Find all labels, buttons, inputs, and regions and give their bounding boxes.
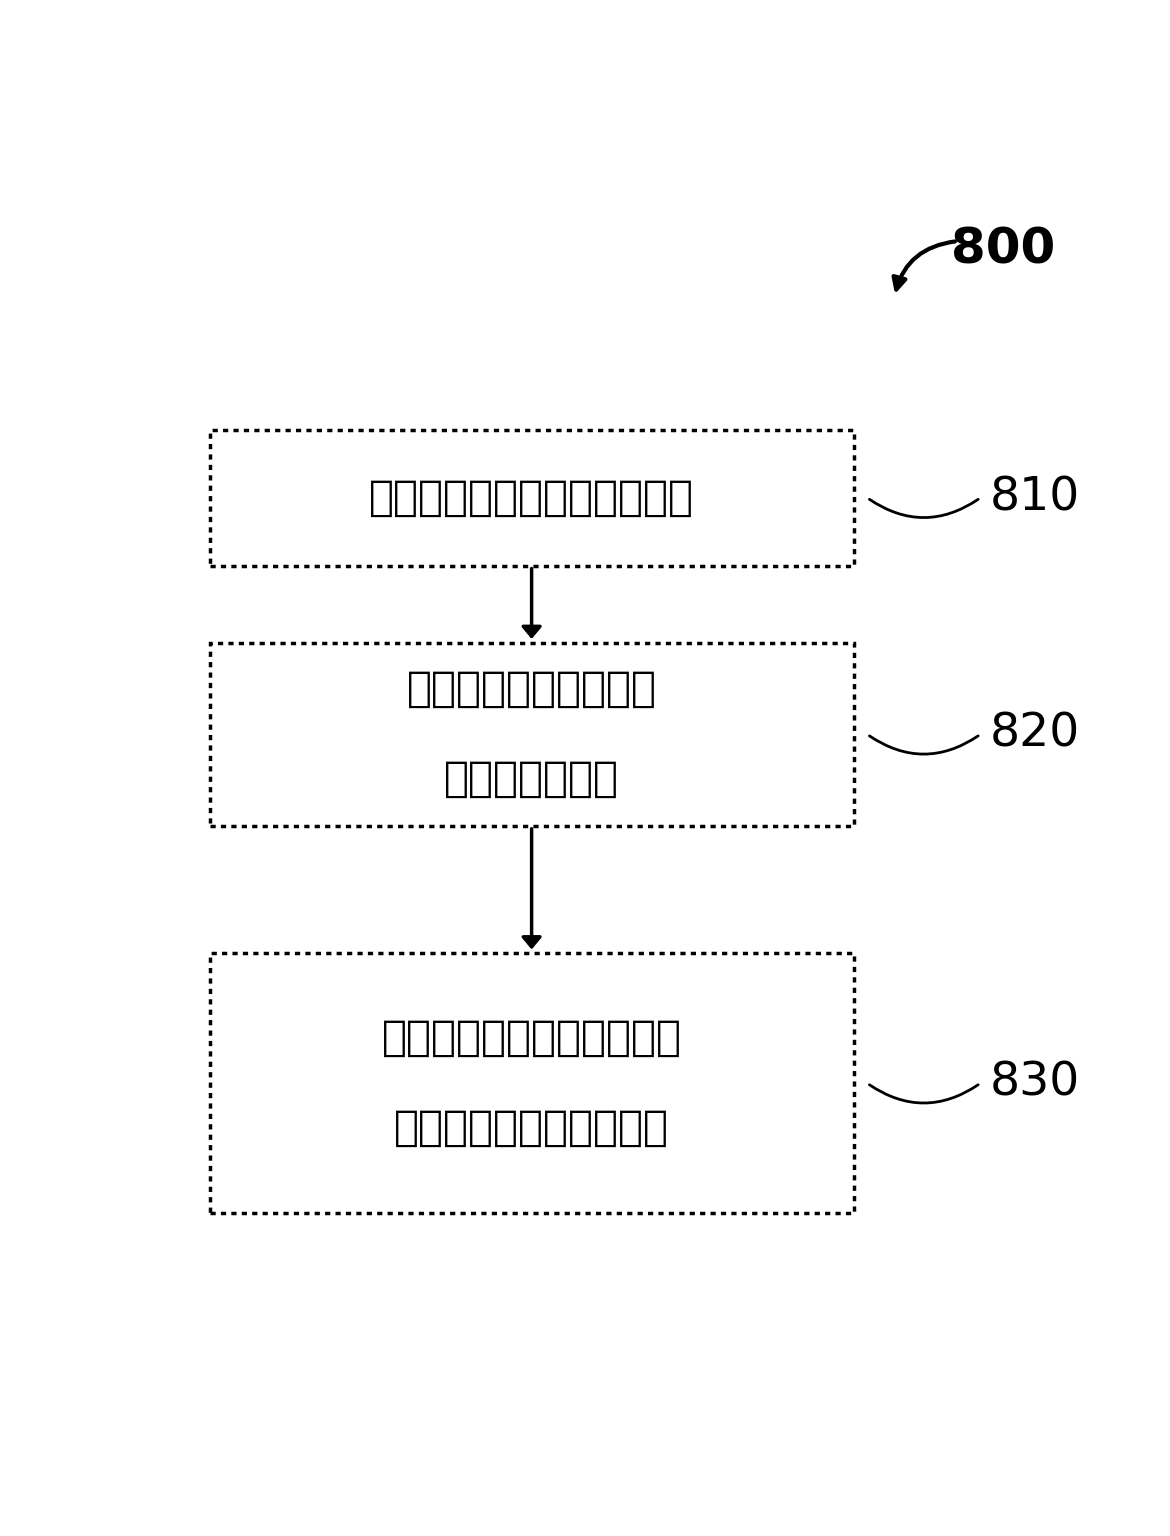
Text: 800: 800: [951, 226, 1055, 273]
Text: 使非粘度相关参数与传感器: 使非粘度相关参数与传感器: [381, 1017, 682, 1060]
Bar: [209, 642, 854, 826]
Text: 从传感器组件接收传感器信号: 从传感器组件接收传感器信号: [369, 476, 694, 519]
Text: 810: 810: [990, 475, 1080, 521]
Bar: [209, 430, 854, 565]
Text: 组件中的流体的粘度相关: 组件中的流体的粘度相关: [394, 1107, 669, 1149]
Bar: [209, 952, 854, 1213]
Text: 非粘度相关参数: 非粘度相关参数: [445, 759, 619, 800]
Text: 820: 820: [990, 711, 1080, 757]
Text: 基于传感器信号来确定: 基于传感器信号来确定: [407, 668, 656, 710]
Text: 830: 830: [990, 1061, 1080, 1106]
